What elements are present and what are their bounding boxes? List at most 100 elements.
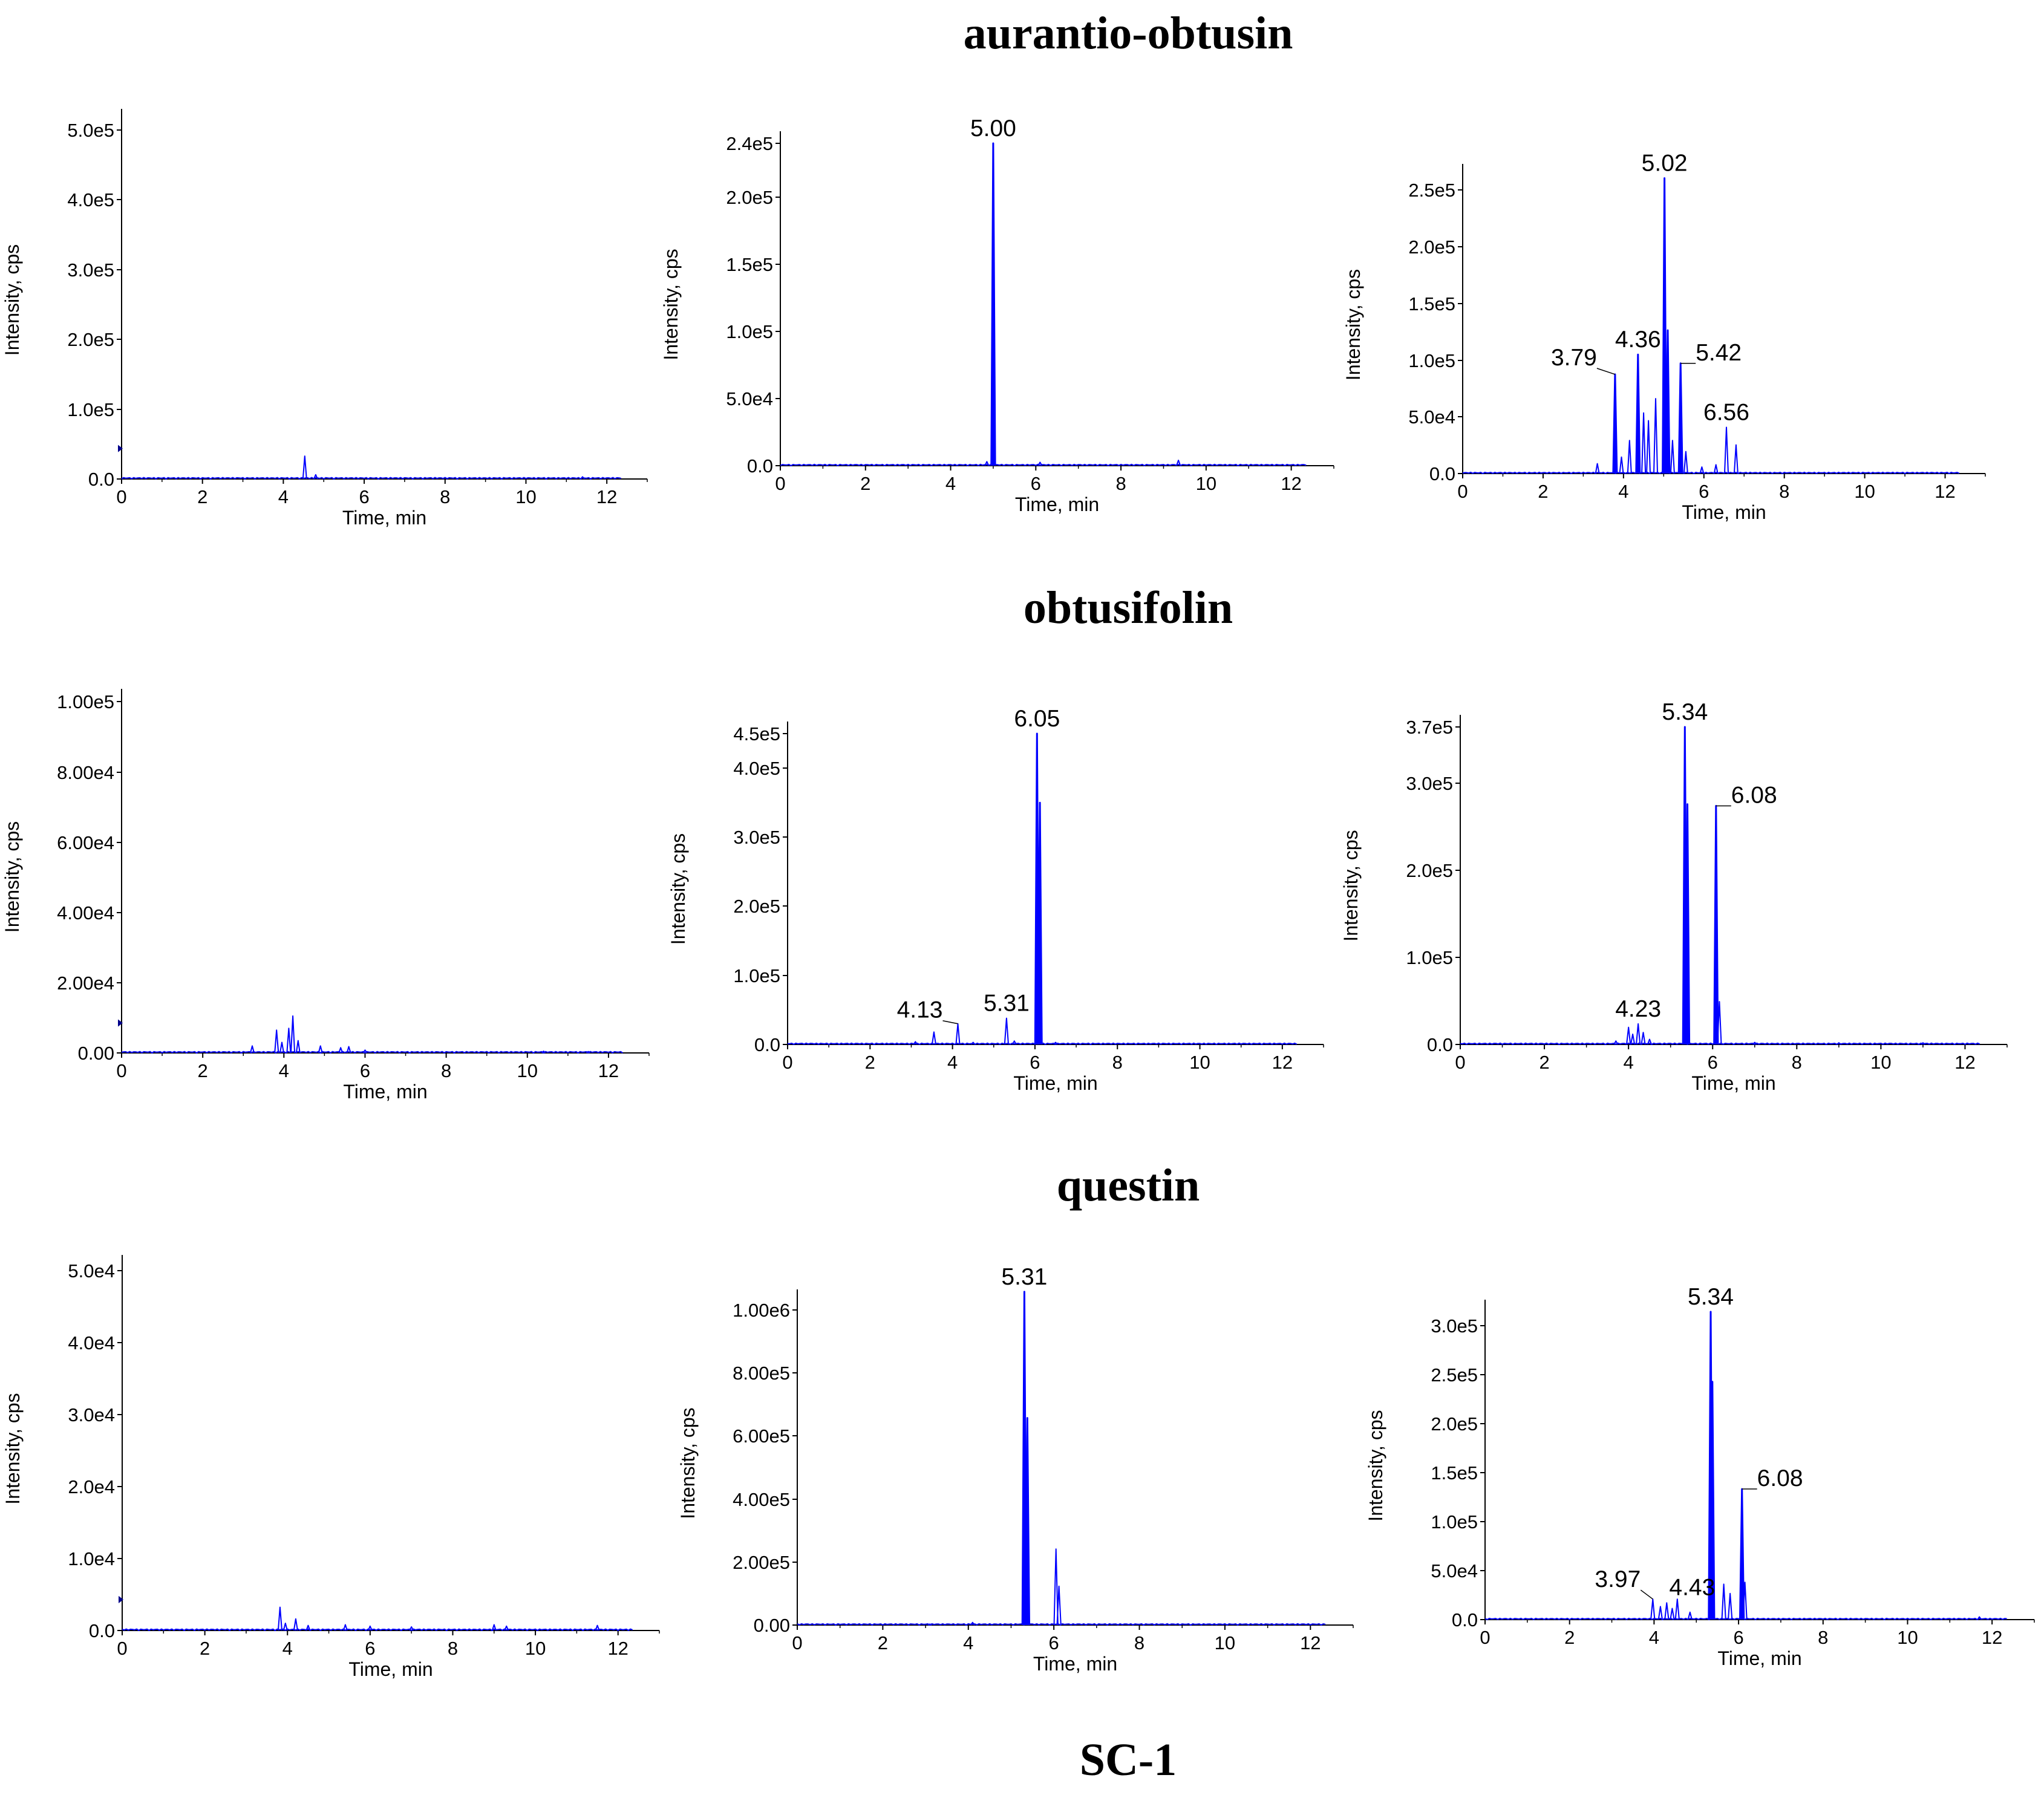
y-tick-label: 0.0 — [747, 455, 773, 477]
x-tick-label: 4 — [945, 473, 956, 494]
x-tick-label: 2 — [860, 473, 870, 494]
x-tick-label: 2 — [1539, 1052, 1549, 1073]
peak-annotation: 3.79 — [1551, 345, 1597, 371]
peak-annotation: 5.31 — [984, 991, 1030, 1017]
x-tick-label: 8 — [441, 1060, 451, 1081]
x-tick-label: 12 — [1935, 481, 1955, 502]
peak — [1699, 466, 1705, 474]
peak-annotation: 6.05 — [1014, 706, 1060, 732]
x-tick-label: 4 — [279, 1060, 289, 1081]
peak — [1665, 329, 1671, 474]
peak — [1037, 801, 1043, 1045]
x-tick-label: 6 — [1733, 1627, 1743, 1648]
peak — [277, 1606, 282, 1631]
y-tick-label: 1.0e5 — [67, 399, 114, 420]
peak — [362, 1049, 368, 1054]
peak — [1037, 461, 1043, 466]
chromatogram-8: 0 2 4 6 8 10 12 0.00 2.00e5 4.00e5 6.00e5 8.00e5 1.0… — [677, 1264, 1354, 1675]
y-tick-label: 1.0e5 — [726, 321, 773, 342]
x-tick-label: 4 — [282, 1638, 293, 1659]
peak — [1670, 440, 1675, 474]
peak — [1709, 1381, 1716, 1620]
x-tick-label: 8 — [1779, 481, 1789, 502]
baseline-trace — [1462, 471, 1960, 475]
peak — [1664, 1602, 1670, 1620]
x-tick-label: 6 — [360, 1060, 370, 1081]
chromatogram-3: 0 2 4 6 8 10 12 0.0 5.0e4 1.0e5 1.5e5 2.0e5 2.5e5 Tim… — [1342, 151, 1986, 523]
peak — [1724, 426, 1729, 474]
peak — [1728, 1592, 1733, 1620]
chromatogram-5: 0 2 4 6 8 10 12 0.0 1.0e5 2.0e5 3.0e5 4.0e5 4.5e5 Tim… — [667, 706, 1324, 1094]
y-axis-label: Intensity, cps — [667, 833, 689, 945]
x-tick-label: 6 — [1699, 481, 1709, 502]
x-tick-label: 6 — [1031, 473, 1041, 494]
x-tick-label: 0 — [1480, 1627, 1490, 1648]
peak — [1647, 1038, 1653, 1045]
peak — [1056, 1585, 1062, 1626]
peak — [1646, 420, 1651, 474]
x-tick-label: 0 — [782, 1052, 792, 1073]
x-tick-label: 2 — [200, 1638, 210, 1659]
x-tick-label: 8 — [1792, 1052, 1802, 1073]
x-tick-label: 2 — [1564, 1627, 1575, 1648]
peak — [302, 455, 307, 480]
y-tick-label: 0.0 — [89, 1620, 115, 1641]
annotation-leader — [1640, 1589, 1653, 1600]
peak — [1717, 1001, 1722, 1045]
peak — [1053, 1548, 1059, 1626]
peak — [1613, 1040, 1619, 1045]
x-tick-label: 4 — [1618, 481, 1628, 502]
peak — [580, 476, 585, 480]
x-tick-label: 10 — [515, 486, 536, 507]
y-tick-label: 4.00e5 — [733, 1489, 790, 1510]
y-tick-label: 4.00e4 — [57, 902, 114, 924]
y-tick-label: 5.0e5 — [67, 120, 114, 141]
x-tick-label: 4 — [278, 486, 289, 507]
x-tick-label: 6 — [359, 486, 369, 507]
y-tick-label: 1.0e5 — [1408, 350, 1455, 371]
peak — [346, 1046, 351, 1054]
chromatogram-4: 0 2 4 6 8 10 12 0.00 2.00e4 4.00e4 6.00e4 8.00e4 1.0… — [1, 689, 650, 1103]
peak — [1683, 451, 1688, 474]
peak-annotation: 6.08 — [1757, 1465, 1803, 1491]
peak — [927, 1623, 932, 1626]
peak-annotation: 5.00 — [970, 116, 1016, 142]
x-tick-label: 8 — [1818, 1627, 1828, 1648]
peak — [1837, 1042, 1841, 1045]
x-tick-label: 12 — [596, 486, 617, 507]
peak — [1713, 805, 1719, 1045]
y-tick-label: 5.0e4 — [1408, 406, 1455, 428]
peak — [970, 1621, 975, 1626]
x-tick-label: 0 — [116, 1060, 126, 1081]
peak-annotation: 6.08 — [1731, 783, 1777, 809]
x-tick-label: 0 — [775, 473, 785, 494]
chromatogram-6: 0 2 4 6 8 10 12 0.0 1.0e5 2.0e5 3.0e5 3.7e5 Time, mi… — [1340, 699, 2008, 1094]
y-tick-label: 0.0 — [88, 469, 114, 490]
x-tick-label: 10 — [1897, 1627, 1918, 1648]
chromatogram-7: 0 2 4 6 8 10 12 0.0 1.0e4 2.0e4 3.0e4 4.0e4 5.0e4 Tim… — [2, 1255, 660, 1680]
x-tick-label: 12 — [1300, 1632, 1321, 1653]
peak — [1053, 1041, 1058, 1045]
peak — [504, 1625, 509, 1631]
x-tick-label: 0 — [792, 1632, 802, 1653]
peak — [1662, 177, 1668, 474]
x-axis-label: Time, min — [1013, 1072, 1097, 1094]
y-tick-label: 2.0e5 — [1408, 236, 1455, 258]
chromatogram-1: 0 2 4 6 8 10 12 0.0 1.0e5 2.0e5 3.0e5 4.0e5 5.0e5 Tim… — [1, 109, 648, 529]
peak — [318, 1045, 323, 1054]
peak — [279, 1041, 284, 1054]
y-tick-label: 8.00e5 — [733, 1363, 790, 1384]
peak — [1687, 1611, 1693, 1620]
title-questin: questin — [1057, 1160, 1200, 1211]
peak-annotation: 4.13 — [897, 997, 943, 1023]
x-tick-label: 10 — [1215, 1632, 1235, 1653]
peak — [1024, 1417, 1030, 1626]
title-sc-1: SC-1 — [1080, 1735, 1177, 1785]
x-tick-label: 8 — [448, 1638, 458, 1659]
peak — [1626, 1026, 1631, 1045]
y-tick-label: 3.0e5 — [67, 259, 114, 281]
peak — [290, 1015, 296, 1054]
y-tick-label: 4.0e4 — [68, 1332, 115, 1354]
y-tick-label: 3.7e5 — [1406, 717, 1453, 738]
x-tick-label: 6 — [1049, 1632, 1059, 1653]
